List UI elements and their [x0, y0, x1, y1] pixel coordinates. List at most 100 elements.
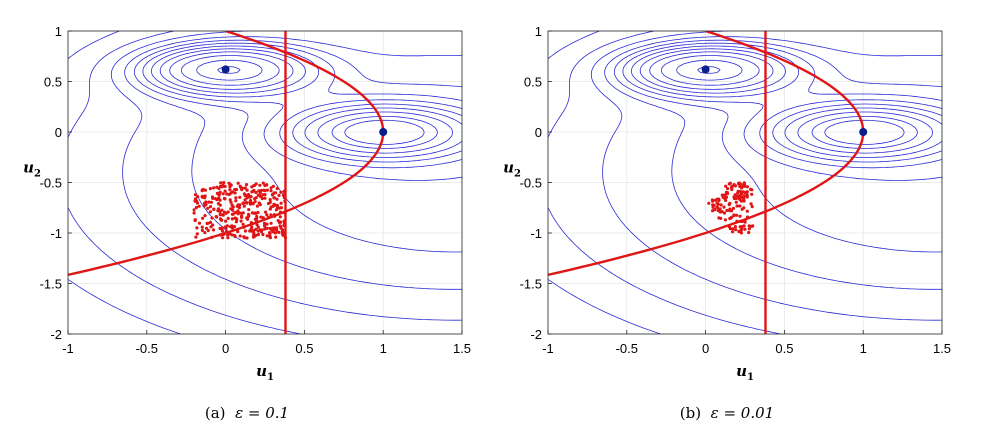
scatter-point — [738, 214, 742, 218]
plot-content — [68, 31, 462, 334]
scatter-point — [206, 221, 210, 225]
scatter-point — [722, 205, 726, 209]
scatter-point — [253, 217, 257, 221]
scatter-point — [245, 217, 250, 221]
scatter-point — [265, 213, 269, 217]
scatter-point — [727, 182, 731, 186]
scatter-point — [228, 198, 232, 202]
scatter-point — [210, 216, 214, 220]
x-tick-label: 1.5 — [933, 341, 951, 356]
scatter-point — [216, 209, 220, 213]
contour-line — [169, 51, 462, 158]
scatter-point — [210, 195, 215, 199]
chart-b: -1 -0.5 0 0.5 1 1.5 -2 -1.5 -1 -0.5 0 0.5 1 u1 u2 — [503, 24, 951, 383]
scatter-point — [738, 184, 742, 188]
scatter-point — [265, 188, 269, 192]
scatter-point — [723, 193, 727, 197]
equilibrium-point — [859, 128, 868, 136]
scatter-point — [272, 196, 276, 200]
scatter-point — [197, 221, 202, 225]
scatter-point — [250, 201, 254, 205]
scatter-point — [248, 229, 252, 233]
scatter-point — [742, 194, 746, 198]
scatter-point — [735, 204, 739, 208]
contour-line — [548, 31, 781, 334]
scatter-point — [278, 215, 282, 219]
y-tick-label: -2 — [530, 327, 542, 342]
scatter-point — [735, 213, 739, 217]
scatter-point — [244, 183, 249, 187]
scatter-point — [731, 230, 735, 234]
scatter-point — [243, 193, 248, 197]
scatter-point — [230, 217, 234, 221]
scatter-point — [281, 233, 285, 237]
scatter-point — [255, 223, 259, 227]
scatter-point — [234, 199, 238, 203]
x-tick-label: 0 — [222, 341, 229, 356]
scatter-point — [259, 230, 264, 234]
scatter-point — [740, 224, 745, 229]
scatter-point — [233, 216, 237, 220]
scatter-point — [269, 221, 273, 225]
scatter-point — [259, 215, 263, 219]
scatter-point — [248, 200, 252, 204]
scatter-point — [724, 198, 728, 202]
scatter-point — [218, 217, 222, 221]
contour-line — [133, 39, 462, 253]
scatter-point — [239, 219, 243, 223]
scatter-point — [230, 212, 234, 216]
scatter-point — [724, 184, 728, 188]
scatter-point — [245, 196, 249, 200]
scatter-point — [251, 235, 255, 239]
scatter-point — [745, 185, 750, 189]
caption-a: (a) ε = 0.1 — [0, 404, 494, 422]
scatter-point — [224, 211, 228, 215]
y-tick-label: 0 — [55, 125, 62, 140]
scatter-point — [203, 214, 207, 218]
scatter-point — [734, 200, 738, 204]
scatter-point — [253, 197, 257, 201]
scatter-point — [238, 203, 242, 207]
scatter-point — [256, 232, 260, 237]
scatter-point — [243, 198, 247, 202]
scatter-point — [272, 227, 276, 232]
contour-line — [180, 55, 453, 154]
scatter-point — [247, 208, 251, 212]
scatter-point — [224, 227, 228, 231]
scatter-point — [241, 211, 245, 215]
scatter-point — [269, 186, 273, 190]
contour-line — [196, 59, 438, 149]
panel-a: -1 -0.5 0 0.5 1 1.5 -2 -1.5 -1 -0.5 0 0.5 1 u1 u2 (a) … — [0, 0, 494, 439]
parabola-nullcline — [548, 31, 865, 277]
scatter-point — [195, 232, 199, 236]
scatter-point — [254, 211, 258, 215]
scatter-point — [268, 207, 272, 211]
scatter-point — [736, 191, 740, 195]
x-tick-label: -0.5 — [616, 341, 638, 356]
scatter-point — [208, 187, 212, 191]
scatter-point — [728, 201, 732, 205]
scatter-point — [207, 200, 211, 204]
scatter-point — [200, 188, 204, 192]
scatter-point — [728, 207, 732, 211]
scatter-point — [206, 228, 210, 233]
scatter-point — [750, 188, 754, 192]
scatter-point — [221, 213, 225, 217]
x-tick-label: 0.5 — [775, 341, 793, 356]
x-axis-label: u1 — [736, 362, 754, 383]
parabola-nullcline — [68, 31, 385, 277]
scatter-point — [253, 200, 257, 204]
scatter-point — [218, 226, 222, 230]
scatter-point — [250, 225, 254, 229]
scatter-point — [262, 188, 266, 192]
scatter-point — [742, 206, 746, 210]
y-tick-label: -2 — [50, 327, 62, 342]
scatter-point — [215, 215, 219, 219]
y-tick-label: -1.5 — [520, 277, 542, 292]
scatter-point — [225, 224, 229, 228]
scatter-point — [742, 181, 746, 185]
scatter-point — [229, 207, 233, 211]
contour-line — [590, 31, 942, 321]
caption-b-epsilon: ε = 0.01 — [710, 404, 775, 422]
scatter-point — [707, 201, 711, 205]
